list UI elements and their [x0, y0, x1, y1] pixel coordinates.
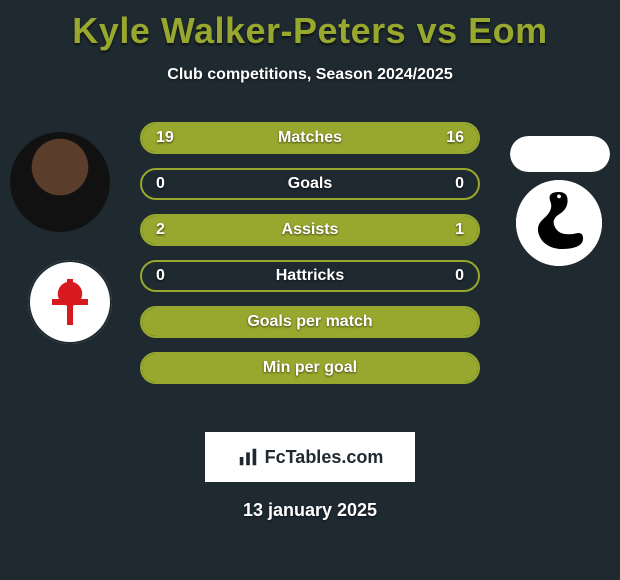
bar-fill-left [142, 124, 323, 152]
date-label: 13 january 2025 [0, 500, 620, 521]
stat-value-right: 0 [441, 262, 478, 290]
bar-fill-left [142, 308, 478, 336]
chart-icon [237, 446, 259, 468]
bar-fill-left [142, 216, 364, 244]
subtitle: Club competitions, Season 2024/2025 [0, 66, 620, 84]
player-photo-right [510, 136, 610, 172]
club-badge-left [28, 260, 112, 344]
bar-fill-right [323, 124, 478, 152]
stat-row: Goals per match [140, 306, 480, 338]
stat-label: Goals [142, 170, 478, 198]
stat-label: Hattricks [142, 262, 478, 290]
comparison-stage: Matches1916Goals00Assists21Hattricks00Go… [0, 122, 620, 422]
avatar [10, 132, 110, 232]
stat-value-left: 0 [142, 170, 179, 198]
player-photo-left [10, 132, 110, 232]
page-title: Kyle Walker-Peters vs Eom [0, 0, 620, 52]
stat-row: Min per goal [140, 352, 480, 384]
stat-bars: Matches1916Goals00Assists21Hattricks00Go… [140, 122, 480, 398]
stat-value-left: 0 [142, 262, 179, 290]
swan-icon [516, 180, 602, 266]
stat-row: Assists21 [140, 214, 480, 246]
club-badge-right [516, 180, 602, 266]
avatar [510, 136, 610, 172]
stat-row: Goals0 0 [140, 168, 480, 200]
watermark-text: FcTables.com [265, 447, 384, 468]
stat-row: Hattricks0 0 [140, 260, 480, 292]
stat-row: Matches1916 [140, 122, 480, 154]
stat-value-right: 0 [441, 170, 478, 198]
bar-fill-left [142, 354, 478, 382]
watermark: FcTables.com [205, 432, 415, 482]
bar-fill-right [364, 216, 478, 244]
